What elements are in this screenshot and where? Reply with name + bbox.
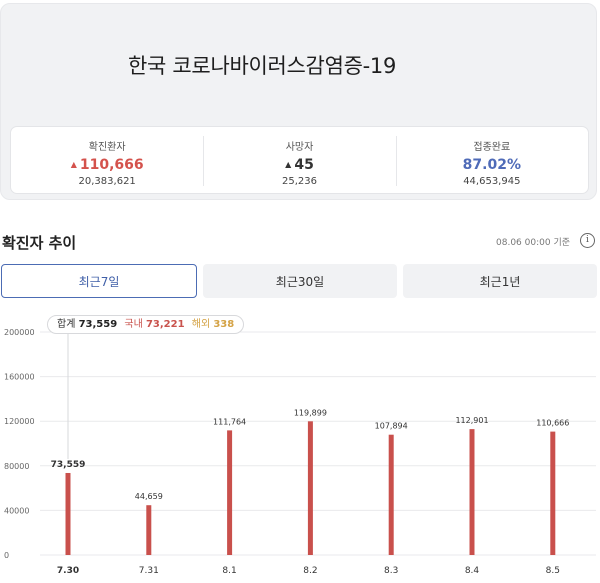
stat-value: 87.02% xyxy=(462,157,521,173)
tooltip-total-label: 합계 xyxy=(57,319,76,330)
bar[interactable] xyxy=(388,434,394,555)
tab-recent-30-days[interactable]: 최근30일 xyxy=(203,264,397,298)
stat-label: 사망자 xyxy=(285,142,314,153)
stat-vaccinated: 접종완료 87.02% 44,653,945 xyxy=(395,127,588,193)
x-tick-label: 8.5 xyxy=(546,566,560,576)
stat-total: 25,236 xyxy=(281,176,317,187)
bar-value-label: 119,899 xyxy=(294,408,327,417)
up-arrow-icon: ▲ xyxy=(285,160,292,169)
tooltip-total-value: 73,559 xyxy=(78,319,118,330)
tab-recent-7-days[interactable]: 최근7일 xyxy=(1,264,197,298)
stat-total: 20,383,621 xyxy=(78,176,136,187)
as-of-timestamp: 08.06 00:00 기준 xyxy=(496,238,570,248)
cases-chart: 0 40000 80000 120000 160000 200000 73,559 7.30 4… xyxy=(0,310,600,583)
bar[interactable] xyxy=(469,429,475,555)
bar-value-label: 111,764 xyxy=(213,417,246,426)
bar-value-label: 112,901 xyxy=(455,416,488,425)
stat-label: 접종완료 xyxy=(473,142,511,153)
tooltip-domestic-value: 73,221 xyxy=(145,319,185,330)
x-tick-label: 8.1 xyxy=(222,566,236,576)
page-title: 한국 코로나바이러스감염증-19 xyxy=(128,54,397,78)
chart-tooltip: 합계 73,559 국내 73,221 해외 338 xyxy=(47,315,245,334)
stat-value: ▲ 45 xyxy=(285,157,314,173)
y-tick-label: 120000 xyxy=(4,417,35,426)
y-tick-label: 0 xyxy=(4,551,9,560)
tooltip-overseas-label: 해외 xyxy=(191,319,211,330)
y-tick-label: 80000 xyxy=(4,462,29,471)
up-arrow-icon: ▲ xyxy=(70,160,77,169)
bar[interactable] xyxy=(307,421,313,555)
section-title: 확진자 추이 xyxy=(2,234,77,252)
bar-value-label: 107,894 xyxy=(375,422,408,431)
tooltip-domestic-label: 국내 xyxy=(124,319,143,330)
tab-recent-1-year[interactable]: 최근1년 xyxy=(403,264,597,298)
stat-deaths: 사망자 ▲ 45 25,236 xyxy=(203,127,395,193)
stat-confirmed: 확진환자 ▲ 110,666 20,383,621 xyxy=(11,127,203,193)
summary-card: 한국 코로나바이러스감염증-19 확진환자 ▲ 110,666 20,383,62… xyxy=(0,3,597,200)
chart-svg: 0 40000 80000 120000 160000 200000 73,559 7.30 4… xyxy=(4,328,596,576)
x-tick-label: 8.3 xyxy=(384,566,398,576)
bar[interactable] xyxy=(65,472,71,555)
period-tabs: 최근7일 최근30일 최근1년 xyxy=(1,264,597,299)
x-tick-label: 7.30 xyxy=(57,566,79,576)
x-tick-label: 7.31 xyxy=(139,566,159,576)
bar-value-label: 110,666 xyxy=(536,419,569,428)
bar-value-label: 73,559 xyxy=(51,460,86,470)
x-tick-label: 8.2 xyxy=(303,566,317,576)
stat-total: 44,653,945 xyxy=(463,176,521,187)
y-tick-label: 200000 xyxy=(4,328,35,337)
bar[interactable] xyxy=(550,431,556,555)
x-tick-label: 8.4 xyxy=(465,566,480,576)
tooltip-overseas-value: 338 xyxy=(213,319,235,330)
stat-value: ▲ 110,666 xyxy=(70,157,144,173)
stats-panel: 확진환자 ▲ 110,666 20,383,621 사망자 ▲ 45 25,236 … xyxy=(10,126,589,194)
bar-value-label: 44,659 xyxy=(135,492,163,501)
y-tick-label: 160000 xyxy=(4,373,35,382)
y-tick-label: 40000 xyxy=(4,506,29,515)
bar[interactable] xyxy=(146,505,152,555)
stat-label: 확진환자 xyxy=(88,142,126,153)
info-icon[interactable]: i xyxy=(580,233,595,248)
bar[interactable] xyxy=(227,430,233,555)
